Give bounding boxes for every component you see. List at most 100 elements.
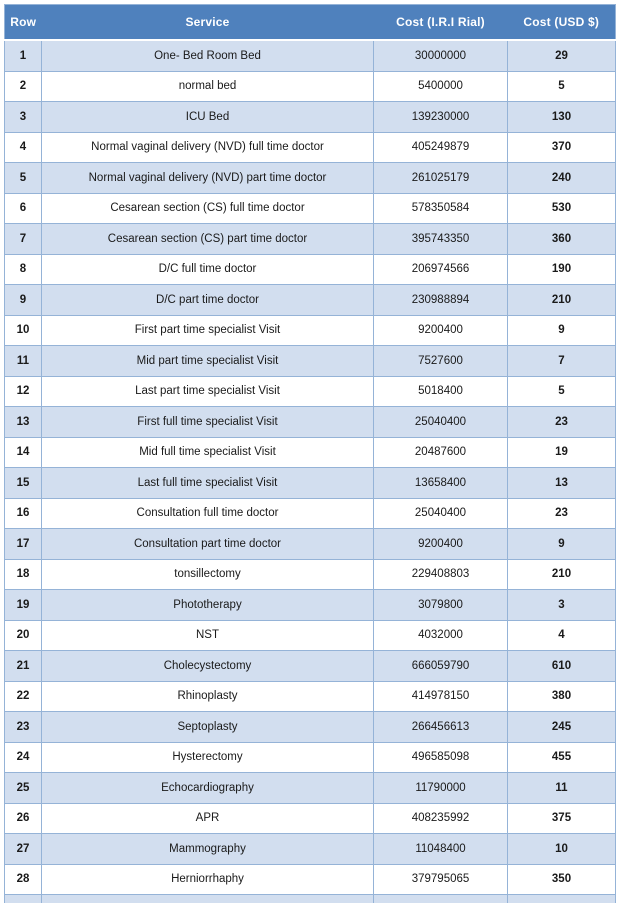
table-row: 17 Consultation part time doctor 9200400… bbox=[4, 528, 616, 560]
cell-cost-usd: 4 bbox=[507, 619, 616, 651]
cell-cost-rial: 229408803 bbox=[373, 558, 508, 590]
cell-cost-usd: 370 bbox=[507, 131, 616, 163]
cell-service: First part time specialist Visit bbox=[41, 314, 374, 346]
cell-cost-rial: 578350584 bbox=[373, 192, 508, 224]
cell-cost-rial: 30000000 bbox=[373, 39, 508, 72]
cell-cost-usd: 5 bbox=[507, 375, 616, 407]
cell-service: Septoplasty bbox=[41, 711, 374, 743]
table-row: 5 Normal vaginal delivery (NVD) part tim… bbox=[4, 162, 616, 194]
table-row: 4 Normal vaginal delivery (NVD) full tim… bbox=[4, 131, 616, 163]
cell-row-number: 8 bbox=[4, 253, 42, 285]
table-row: 20 NST 4032000 4 bbox=[4, 619, 616, 651]
cell-cost-rial: 405249879 bbox=[373, 131, 508, 163]
cell-service: Last full time specialist Visit bbox=[41, 467, 374, 499]
cell-row-number: 24 bbox=[4, 741, 42, 773]
table-row: 13 First full time specialist Visit 2504… bbox=[4, 406, 616, 438]
cell-row-number: 4 bbox=[4, 131, 42, 163]
cell-cost-usd: 5 bbox=[507, 70, 616, 102]
table-row: 18 tonsillectomy 229408803 210 bbox=[4, 558, 616, 590]
cell-cost-usd: 375 bbox=[507, 802, 616, 834]
column-header-row: Row bbox=[4, 4, 42, 41]
table-row: 28 Herniorrhaphy 379795065 350 bbox=[4, 863, 616, 895]
cell-cost-usd: 19 bbox=[507, 436, 616, 468]
cell-cost-rial: 541408317 bbox=[373, 894, 508, 903]
table-row: 29 TUL 541408317 495 bbox=[4, 894, 616, 903]
cell-service: Consultation full time doctor bbox=[41, 497, 374, 529]
cell-service: Normal vaginal delivery (NVD) full time … bbox=[41, 131, 374, 163]
cell-cost-usd: 23 bbox=[507, 406, 616, 438]
cell-cost-rial: 5400000 bbox=[373, 70, 508, 102]
cell-row-number: 23 bbox=[4, 711, 42, 743]
cell-cost-rial: 379795065 bbox=[373, 863, 508, 895]
cell-row-number: 18 bbox=[4, 558, 42, 590]
table-row: 2 normal bed 5400000 5 bbox=[4, 70, 616, 102]
cell-cost-usd: 240 bbox=[507, 162, 616, 194]
cell-cost-rial: 496585098 bbox=[373, 741, 508, 773]
cell-cost-usd: 455 bbox=[507, 741, 616, 773]
cell-service: Last part time specialist Visit bbox=[41, 375, 374, 407]
cell-cost-rial: 139230000 bbox=[373, 101, 508, 133]
cell-row-number: 21 bbox=[4, 650, 42, 682]
cell-cost-usd: 350 bbox=[507, 863, 616, 895]
cell-service: Rhinoplasty bbox=[41, 680, 374, 712]
cell-service: Herniorrhaphy bbox=[41, 863, 374, 895]
cell-cost-usd: 11 bbox=[507, 772, 616, 804]
cell-service: Hysterectomy bbox=[41, 741, 374, 773]
cell-cost-usd: 530 bbox=[507, 192, 616, 224]
cell-cost-usd: 13 bbox=[507, 467, 616, 499]
cell-cost-usd: 245 bbox=[507, 711, 616, 743]
cell-cost-usd: 210 bbox=[507, 284, 616, 316]
table-row: 19 Phototherapy 3079800 3 bbox=[4, 589, 616, 621]
cell-cost-rial: 666059790 bbox=[373, 650, 508, 682]
cell-service: Cesarean section (CS) full time doctor bbox=[41, 192, 374, 224]
cell-service: First full time specialist Visit bbox=[41, 406, 374, 438]
cell-cost-usd: 3 bbox=[507, 589, 616, 621]
cell-cost-rial: 4032000 bbox=[373, 619, 508, 651]
cell-cost-rial: 7527600 bbox=[373, 345, 508, 377]
cell-cost-rial: 266456613 bbox=[373, 711, 508, 743]
cell-cost-rial: 206974566 bbox=[373, 253, 508, 285]
table-row: 26 APR 408235992 375 bbox=[4, 802, 616, 834]
table-row: 27 Mammography 11048400 10 bbox=[4, 833, 616, 865]
cell-service: Cholecystectomy bbox=[41, 650, 374, 682]
table-row: 10 First part time specialist Visit 9200… bbox=[4, 314, 616, 346]
cell-row-number: 2 bbox=[4, 70, 42, 102]
cell-cost-rial: 25040400 bbox=[373, 497, 508, 529]
cell-row-number: 17 bbox=[4, 528, 42, 560]
table-row: 3 ICU Bed 139230000 130 bbox=[4, 101, 616, 133]
cell-service: One- Bed Room Bed bbox=[41, 39, 374, 72]
cell-row-number: 1 bbox=[4, 39, 42, 72]
cell-cost-rial: 414978150 bbox=[373, 680, 508, 712]
table-row: 21 Cholecystectomy 666059790 610 bbox=[4, 650, 616, 682]
cell-row-number: 12 bbox=[4, 375, 42, 407]
cell-service: Echocardiography bbox=[41, 772, 374, 804]
cell-cost-rial: 5018400 bbox=[373, 375, 508, 407]
column-header-service: Service bbox=[41, 4, 374, 41]
table-row: 16 Consultation full time doctor 2504040… bbox=[4, 497, 616, 529]
cell-row-number: 13 bbox=[4, 406, 42, 438]
cell-cost-rial: 395743350 bbox=[373, 223, 508, 255]
cell-row-number: 25 bbox=[4, 772, 42, 804]
cell-row-number: 26 bbox=[4, 802, 42, 834]
cell-row-number: 3 bbox=[4, 101, 42, 133]
table-row: 11 Mid part time specialist Visit 752760… bbox=[4, 345, 616, 377]
table-row: 22 Rhinoplasty 414978150 380 bbox=[4, 680, 616, 712]
cell-service: tonsillectomy bbox=[41, 558, 374, 590]
cell-row-number: 19 bbox=[4, 589, 42, 621]
cell-cost-usd: 210 bbox=[507, 558, 616, 590]
cell-service: Consultation part time doctor bbox=[41, 528, 374, 560]
cell-cost-usd: 7 bbox=[507, 345, 616, 377]
cell-cost-usd: 23 bbox=[507, 497, 616, 529]
cell-service: D/C part time doctor bbox=[41, 284, 374, 316]
cell-cost-usd: 10 bbox=[507, 833, 616, 865]
cell-cost-rial: 13658400 bbox=[373, 467, 508, 499]
table-row: 7 Cesarean section (CS) part time doctor… bbox=[4, 223, 616, 255]
cell-cost-usd: 360 bbox=[507, 223, 616, 255]
cell-row-number: 16 bbox=[4, 497, 42, 529]
cell-service: Mid full time specialist Visit bbox=[41, 436, 374, 468]
cell-service: Mid part time specialist Visit bbox=[41, 345, 374, 377]
cost-table: Row Service Cost (I.R.I Rial) Cost (USD … bbox=[4, 4, 616, 903]
cell-service: Normal vaginal delivery (NVD) part time … bbox=[41, 162, 374, 194]
table-row: 6 Cesarean section (CS) full time doctor… bbox=[4, 192, 616, 224]
column-header-cost-usd: Cost (USD $) bbox=[507, 4, 616, 41]
